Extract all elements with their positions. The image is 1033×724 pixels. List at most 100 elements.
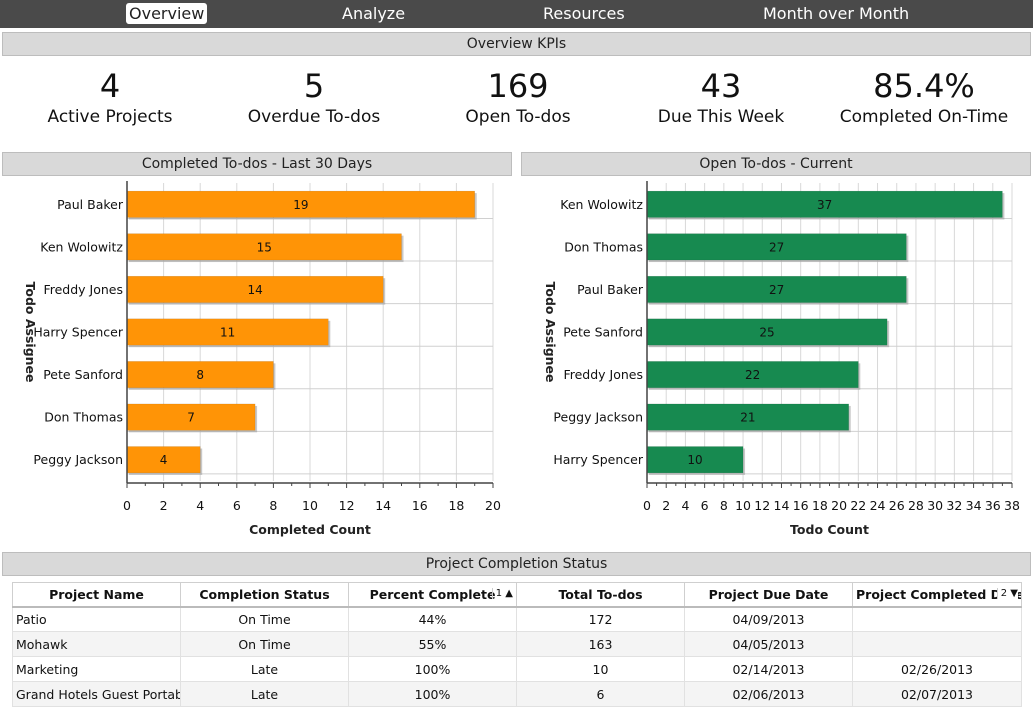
column-header-completion-status[interactable]: Completion Status bbox=[180, 582, 349, 608]
category-label: Paul Baker bbox=[577, 282, 644, 297]
project-completion-table: Project Name Completion Status Percent C… bbox=[12, 582, 1022, 707]
column-header-label: Project Completed Date bbox=[856, 586, 1022, 602]
kpi-value: 169 bbox=[487, 67, 549, 105]
kpi-section-header: Overview KPIs bbox=[2, 32, 1031, 56]
cell-percent-complete: 44% bbox=[348, 606, 517, 632]
nav-tab-analyze[interactable]: Analyze bbox=[342, 4, 406, 23]
x-tick-label: 22 bbox=[850, 498, 866, 513]
cell-project-completed-date: 02/07/2013 bbox=[852, 681, 1022, 707]
y-axis-title: Todo Assignee bbox=[543, 282, 558, 383]
kpi-due-this-week: 43 Due This Week bbox=[621, 66, 821, 128]
x-tick-label: 6 bbox=[233, 498, 241, 513]
column-header-label: Project Due Date bbox=[708, 586, 829, 602]
cell-percent-complete: 55% bbox=[348, 631, 517, 657]
cell-project-due-date: 04/05/2013 bbox=[684, 631, 853, 657]
table-row[interactable]: Mohawk On Time 55% 163 04/05/2013 bbox=[12, 631, 1022, 657]
x-tick-label: 10 bbox=[735, 498, 751, 513]
category-label: Paul Baker bbox=[57, 197, 124, 212]
bar-value-label: 10 bbox=[687, 453, 702, 467]
bar bbox=[126, 190, 475, 218]
bar bbox=[126, 446, 201, 474]
category-label: Freddy Jones bbox=[563, 367, 643, 382]
kpi-value: 5 bbox=[303, 67, 325, 105]
column-header-project-name[interactable]: Project Name bbox=[12, 582, 181, 608]
category-label: Ken Wolowitz bbox=[560, 197, 643, 212]
nav-tab-overview[interactable]: Overview bbox=[126, 3, 208, 24]
x-tick-label: 12 bbox=[754, 498, 770, 513]
table-row[interactable]: Marketing Late 100% 10 02/14/2013 02/26/… bbox=[12, 656, 1022, 682]
table-row[interactable]: Grand Hotels Guest Portable Late 100% 6 … bbox=[12, 681, 1022, 707]
column-header-label: Project Name bbox=[49, 586, 144, 602]
x-tick-label: 4 bbox=[196, 498, 204, 513]
bar-value-label: 8 bbox=[196, 368, 204, 382]
x-tick-label: 38 bbox=[1004, 498, 1020, 513]
cell-project-due-date: 02/06/2013 bbox=[684, 681, 853, 707]
cell-completion-status: On Time bbox=[180, 631, 349, 657]
cell-project-completed-date bbox=[852, 606, 1022, 632]
column-header-project-completed-date[interactable]: Project Completed Date 2 ▼ bbox=[852, 582, 1022, 608]
project-table-container: Project Name Completion Status Percent C… bbox=[12, 582, 1022, 707]
bar-value-label: 15 bbox=[257, 240, 272, 254]
nav-tab-resources[interactable]: Resources bbox=[543, 4, 625, 23]
x-axis-title: Todo Count bbox=[790, 522, 869, 537]
category-label: Pete Sanford bbox=[563, 325, 643, 340]
x-tick-label: 16 bbox=[412, 498, 428, 513]
kpi-value: 43 bbox=[700, 67, 742, 105]
cell-percent-complete: 100% bbox=[348, 656, 517, 682]
kpi-label: Due This Week bbox=[657, 107, 785, 127]
sort-ascending-indicator[interactable]: 1 ▲ bbox=[491, 588, 513, 599]
x-tick-label: 32 bbox=[946, 498, 962, 513]
x-tick-label: 16 bbox=[793, 498, 809, 513]
x-tick-label: 18 bbox=[812, 498, 828, 513]
category-label: Don Thomas bbox=[564, 239, 643, 254]
bar-value-label: 4 bbox=[160, 453, 168, 467]
cell-project-completed-date: 02/26/2013 bbox=[852, 656, 1022, 682]
completed-todos-chart: 19 Paul Baker 15 Ken Wolowitz 14 Freddy Jones… bbox=[23, 181, 501, 537]
bar bbox=[646, 361, 859, 389]
x-tick-label: 20 bbox=[831, 498, 847, 513]
column-header-project-due-date[interactable]: Project Due Date bbox=[684, 582, 853, 608]
bar-value-label: 14 bbox=[247, 283, 262, 297]
completed-chart-header: Completed To-dos - Last 30 Days bbox=[2, 152, 512, 176]
kpi-value: 4 bbox=[99, 67, 121, 105]
category-label: Don Thomas bbox=[44, 410, 123, 425]
column-header-total-todos[interactable]: Total To-dos bbox=[516, 582, 685, 608]
kpi-value: 85.4% bbox=[873, 67, 975, 105]
x-tick-label: 2 bbox=[662, 498, 670, 513]
x-tick-label: 24 bbox=[870, 498, 886, 513]
cell-total-todos: 172 bbox=[516, 606, 685, 632]
x-axis-title: Completed Count bbox=[249, 522, 371, 537]
bar bbox=[646, 446, 744, 474]
bar-value-label: 11 bbox=[220, 326, 235, 340]
x-tick-label: 8 bbox=[720, 498, 728, 513]
x-tick-label: 14 bbox=[375, 498, 391, 513]
x-tick-label: 10 bbox=[302, 498, 318, 513]
x-tick-label: 8 bbox=[269, 498, 277, 513]
table-row[interactable]: Patio On Time 44% 172 04/09/2013 bbox=[12, 606, 1022, 632]
category-label: Peggy Jackson bbox=[553, 410, 643, 425]
bar-value-label: 25 bbox=[759, 326, 774, 340]
project-section-header: Project Completion Status bbox=[2, 552, 1031, 576]
cell-project-name: Marketing bbox=[12, 656, 181, 682]
kpi-active-projects: 4 Active Projects bbox=[10, 66, 210, 128]
x-tick-label: 34 bbox=[966, 498, 982, 513]
bar-value-label: 27 bbox=[769, 283, 784, 297]
cell-project-completed-date bbox=[852, 631, 1022, 657]
x-tick-label: 2 bbox=[160, 498, 168, 513]
column-header-percent-complete[interactable]: Percent Complete 1 ▲ bbox=[348, 582, 517, 608]
x-tick-label: 0 bbox=[643, 498, 651, 513]
sort-descending-indicator[interactable]: 2 ▼ bbox=[996, 588, 1018, 599]
cell-total-todos: 6 bbox=[516, 681, 685, 707]
nav-tab-month-over-month[interactable]: Month over Month bbox=[763, 4, 910, 23]
x-tick-label: 12 bbox=[339, 498, 355, 513]
cell-completion-status: Late bbox=[180, 656, 349, 682]
bar-value-label: 19 bbox=[293, 198, 308, 212]
x-tick-label: 28 bbox=[908, 498, 924, 513]
kpi-label: Open To-dos bbox=[465, 107, 571, 127]
bar-value-label: 27 bbox=[769, 240, 784, 254]
column-header-label: Completion Status bbox=[199, 586, 330, 602]
x-tick-label: 30 bbox=[927, 498, 943, 513]
column-header-label: Total To-dos bbox=[558, 586, 643, 602]
category-label: Harry Spencer bbox=[33, 325, 124, 340]
cell-total-todos: 163 bbox=[516, 631, 685, 657]
